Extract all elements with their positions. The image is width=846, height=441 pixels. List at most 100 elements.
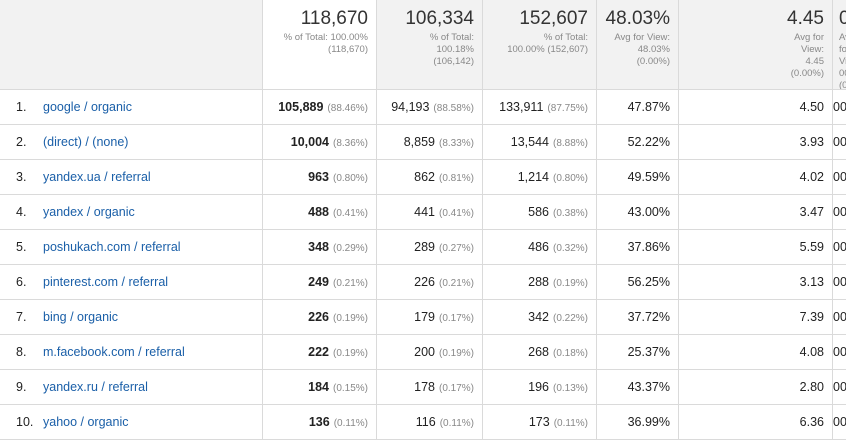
row-number: 3.	[16, 170, 27, 184]
dimension-cell: 10. yahoo / organic	[0, 405, 262, 439]
metric-value: 13,544	[510, 135, 549, 149]
source-medium-link[interactable]: m.facebook.com / referral	[43, 345, 185, 359]
metric-total: 48.03%	[605, 8, 670, 29]
metric-total: 106,334	[405, 8, 474, 29]
table-row: 2. (direct) / (none) 10,004 (8.36%) 8,859 (8.…	[0, 125, 846, 160]
metric-percent: (0.32%)	[552, 243, 588, 254]
metric-cell-2: 179 (0.17%)	[376, 300, 482, 334]
source-medium-link[interactable]: yandex / organic	[43, 205, 135, 219]
row-number: 6.	[16, 275, 27, 289]
metric-value: 00:03:31	[833, 415, 846, 429]
metric-cell-4: 56.25%	[596, 265, 678, 299]
metric-total-detail: 100.18%	[436, 44, 474, 55]
metric-summary-cell-1: 118,670 % of Total: 100.00% (118,670)	[262, 0, 376, 89]
metric-cell-5: 2.80	[678, 370, 832, 404]
source-medium-link[interactable]: google / organic	[43, 100, 132, 114]
metric-percent: (0.19%)	[332, 348, 368, 359]
metric-value: 342	[528, 310, 549, 324]
metric-cell-3: 268 (0.18%)	[482, 335, 596, 369]
metric-summary-cell-2: 106,334 % of Total: 100.18% (106,142)	[376, 0, 482, 89]
metric-summary-cell-3: 152,607 % of Total: 100.00% (152,607)	[482, 0, 596, 89]
metric-cell-3: 133,911 (87.75%)	[482, 90, 596, 124]
metric-cell-1: 184 (0.15%)	[262, 370, 376, 404]
metric-total-detail: 48.03%	[637, 44, 670, 55]
metric-value: 49.59%	[627, 170, 670, 184]
overflow-cell	[832, 160, 846, 194]
dimension-cell: 6. pinterest.com / referral	[0, 265, 262, 299]
metric-percent: (0.41%)	[332, 208, 368, 219]
metric-value: 3.47	[799, 205, 824, 219]
metric-total: 118,670	[300, 8, 368, 29]
metric-percent: (87.75%)	[547, 103, 588, 114]
metric-value: 00:01:23	[833, 275, 846, 289]
overflow-cell	[832, 265, 846, 299]
metric-cell-2: 226 (0.21%)	[376, 265, 482, 299]
metric-value: 43.37%	[627, 380, 670, 394]
metric-cell-5: 4.08	[678, 335, 832, 369]
source-medium-link[interactable]: yandex.ua / referral	[43, 170, 151, 184]
metric-total-detail: Avg for View:	[614, 32, 670, 43]
metric-cell-2: 94,193 (88.58%)	[376, 90, 482, 124]
metric-cell-3: 586 (0.38%)	[482, 195, 596, 229]
source-medium-link[interactable]: bing / organic	[43, 310, 119, 324]
metric-value: 37.86%	[627, 240, 670, 254]
metric-percent: (0.11%)	[333, 418, 368, 429]
source-medium-link[interactable]: yandex.ru / referral	[43, 380, 148, 394]
metric-cell-4: 37.72%	[596, 300, 678, 334]
metric-total-detail: (0.00%)	[790, 68, 824, 79]
metric-cell-5: 6.36	[678, 405, 832, 439]
table-row: 5. poshukach.com / referral 348 (0.29%) 289(…	[0, 230, 846, 265]
metric-value: 25.37%	[627, 345, 670, 359]
metric-total-detail: % of Total:	[543, 32, 588, 43]
metric-cell-2: 289 (0.27%)	[376, 230, 482, 264]
metric-cell-3: 486 (0.32%)	[482, 230, 596, 264]
metric-value: 7.39	[799, 310, 824, 324]
metric-cell-4: 36.99%	[596, 405, 678, 439]
dimension-cell: 9. yandex.ru / referral	[0, 370, 262, 404]
metric-total: 152,607	[519, 8, 588, 29]
metric-value: 289	[414, 240, 435, 254]
metric-value: 43.00%	[627, 205, 670, 219]
metric-value: 963	[308, 170, 329, 184]
metric-value: 268	[528, 345, 549, 359]
metric-cell-1: 10,004 (8.36%)	[262, 125, 376, 159]
metric-value: 1,214	[517, 170, 549, 184]
row-number: 10.	[16, 415, 34, 429]
metric-percent: (0.21%)	[332, 278, 368, 289]
metric-cell-5: 5.59	[678, 230, 832, 264]
overflow-cell	[832, 125, 846, 159]
source-medium-link[interactable]: (direct) / (none)	[43, 135, 129, 149]
table-row: 7. bing / organic 226 (0.19%) 179 (0.17%) 342(…	[0, 300, 846, 335]
metric-value: 441	[414, 205, 435, 219]
metric-total-detail: (106,142)	[433, 56, 474, 67]
metric-value: 348	[308, 240, 329, 254]
metric-cell-1: 136 (0.11%)	[262, 405, 376, 439]
dimension-cell: 1. google / organic	[0, 90, 262, 124]
row-number: 9.	[16, 380, 27, 394]
metric-percent: (8.88%)	[552, 138, 588, 149]
source-medium-link[interactable]: yahoo / organic	[43, 415, 129, 429]
metric-cell-4: 25.37%	[596, 335, 678, 369]
metric-value: 178	[414, 380, 435, 394]
metric-cell-1: 249 (0.21%)	[262, 265, 376, 299]
row-number: 1.	[16, 100, 27, 114]
metric-total-detail: View:	[800, 44, 824, 55]
metric-total-detail: (0.00%)	[636, 56, 670, 67]
metric-value: 2.80	[799, 380, 824, 394]
metric-summary-cell-5: 4.45 Avg for View: 4.45 (0.00%)	[678, 0, 832, 89]
metric-value: 173	[528, 415, 550, 429]
table-row: 4. yandex / organic 488 (0.41%) 441 (0.41%) 58…	[0, 195, 846, 230]
metric-value: 116	[415, 415, 436, 429]
metric-value: 47.87%	[627, 100, 670, 114]
metric-percent: (0.15%)	[332, 383, 368, 394]
metric-cell-1: 963 (0.80%)	[262, 160, 376, 194]
metric-value: 5.59	[799, 240, 824, 254]
source-medium-link[interactable]: poshukach.com / referral	[43, 240, 181, 254]
metric-cell-1: 488 (0.41%)	[262, 195, 376, 229]
metric-cell-2: 178 (0.17%)	[376, 370, 482, 404]
source-medium-link[interactable]: pinterest.com / referral	[43, 275, 169, 289]
metric-value: 184	[308, 380, 329, 394]
metric-value: 00:02:01	[833, 345, 846, 359]
metric-value: 94,193	[391, 100, 430, 114]
